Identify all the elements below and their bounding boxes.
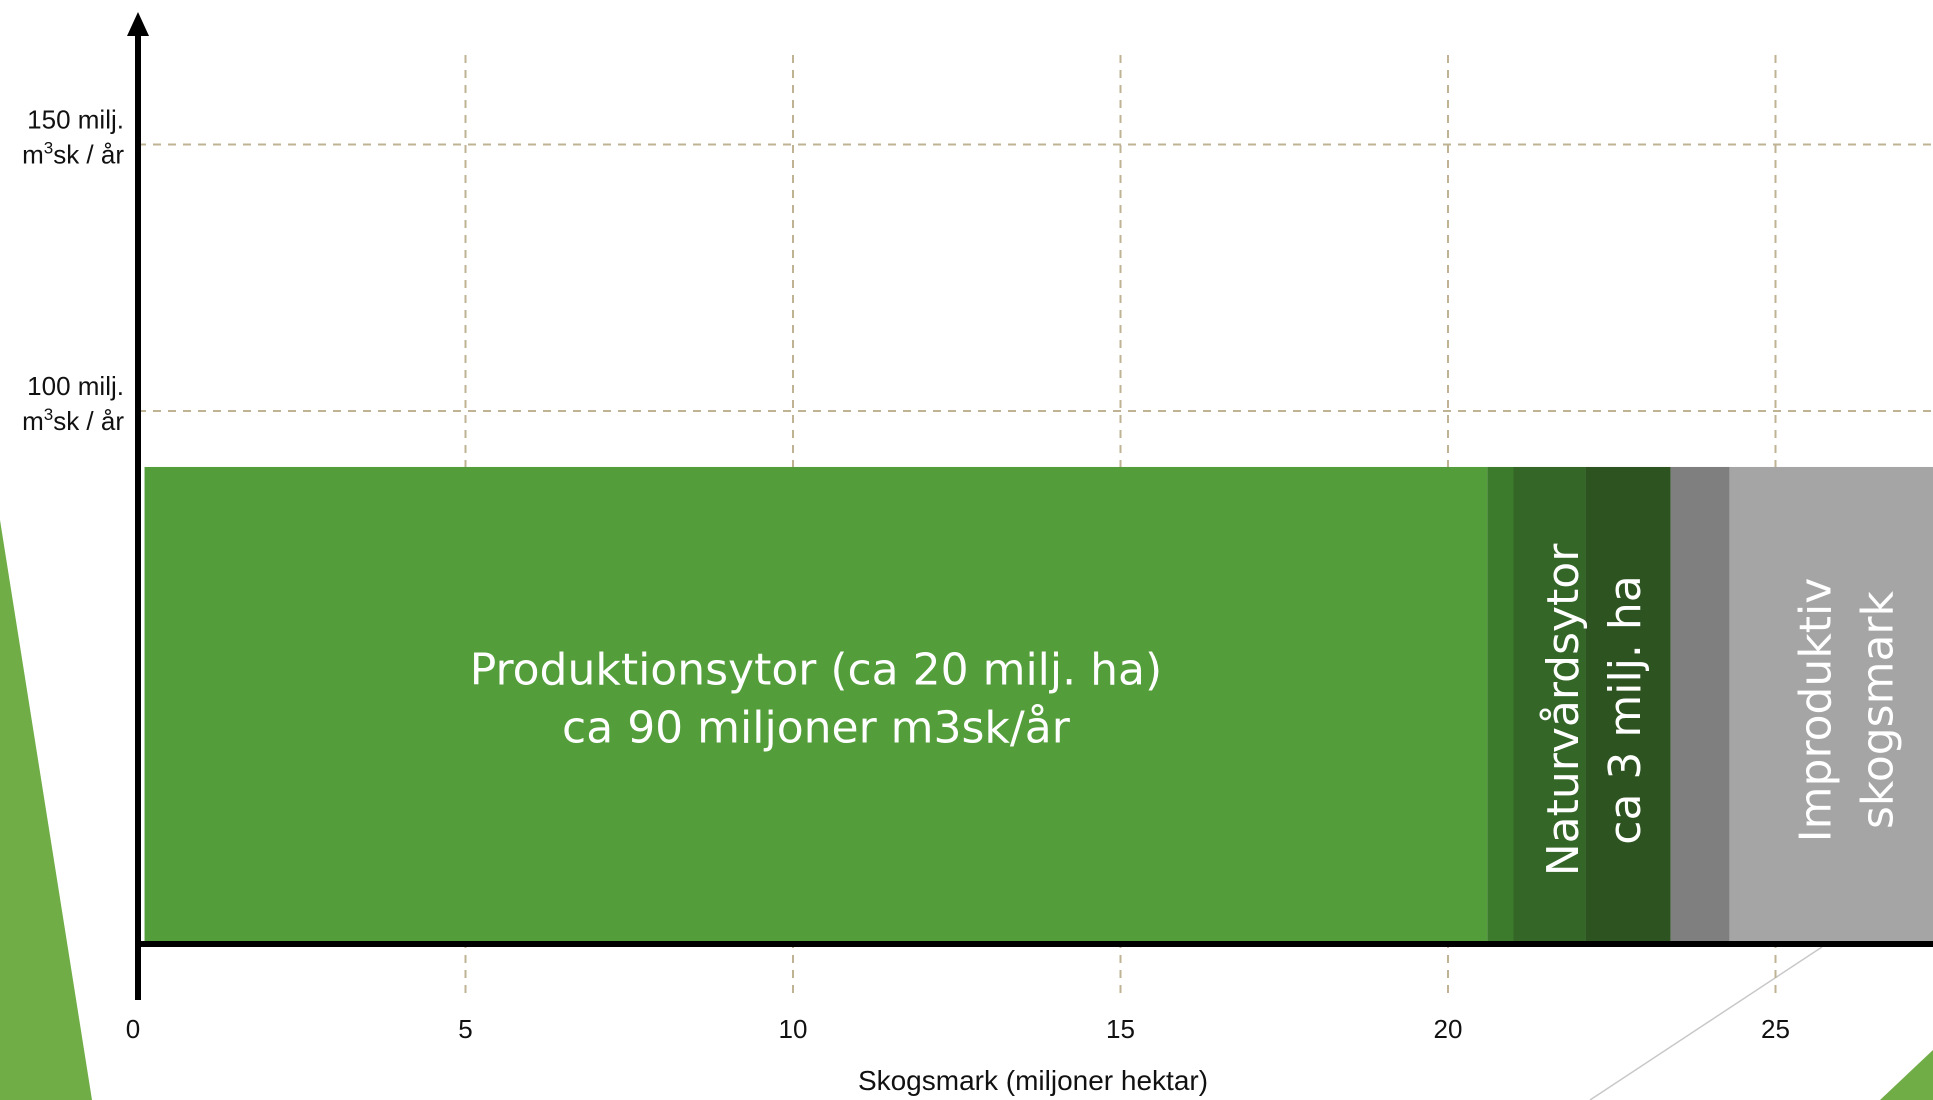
x-tick-label-5: 5 <box>458 1014 472 1044</box>
x-tick-label-25: 25 <box>1761 1014 1790 1044</box>
y-tick-label-100-line2: m3sk / år <box>22 405 124 436</box>
bottom-right-green-accent <box>1880 1050 1933 1100</box>
left-green-accent <box>0 520 92 1100</box>
vertical-label-1-line2: ca 3 milj. ha <box>1600 575 1651 844</box>
vertical-label-2-line2: skogsmark <box>1852 590 1903 829</box>
y-tick-label-150-line1: 150 milj. <box>27 105 124 135</box>
vertical-label-2: Improduktiv skogsmark <box>1790 578 1903 843</box>
bar-segment-3 <box>1513 466 1586 944</box>
x-tick-labels: 0 5 10 15 20 25 <box>126 1014 1790 1044</box>
x-axis-label: Skogsmark (miljoner hektar) <box>858 1065 1208 1096</box>
x-tick-label-0: 0 <box>126 1014 140 1044</box>
production-label-line2: ca 90 miljoner m3sk/år <box>562 702 1071 753</box>
bar-segment-6 <box>1729 466 1933 944</box>
axes <box>127 12 1933 1000</box>
vertical-label-1-line1: Naturvårdsytor <box>1538 543 1589 876</box>
bar-segment-5 <box>1670 466 1730 944</box>
bar-segment-1 <box>144 466 1488 944</box>
x-tick-label-15: 15 <box>1106 1014 1135 1044</box>
vertical-label-1: Naturvårdsytor ca 3 milj. ha <box>1538 543 1651 876</box>
y-tick-labels: 100 milj. m3sk / år 150 milj. m3sk / år <box>22 105 124 437</box>
y-tick-label-150-line2: m3sk / år <box>22 139 124 170</box>
segment-labels: Produktionsytor (ca 20 milj. ha) ca 90 mi… <box>470 543 1904 876</box>
bar-segment-2 <box>1487 466 1514 944</box>
y-tick-label-100-line1: 100 milj. <box>27 371 124 401</box>
x-tick-label-20: 20 <box>1434 1014 1463 1044</box>
vertical-label-2-line1: Improduktiv <box>1790 578 1841 843</box>
x-tick-label-10: 10 <box>779 1014 808 1044</box>
y-axis-arrow-icon <box>127 12 149 36</box>
stacked-bar-segments <box>144 466 1933 944</box>
slide-decoration <box>0 520 1933 1100</box>
bar-segment-4 <box>1585 466 1671 944</box>
production-label-line1: Produktionsytor (ca 20 milj. ha) <box>470 644 1162 695</box>
decorative-diagonal-line <box>1589 946 1823 1100</box>
